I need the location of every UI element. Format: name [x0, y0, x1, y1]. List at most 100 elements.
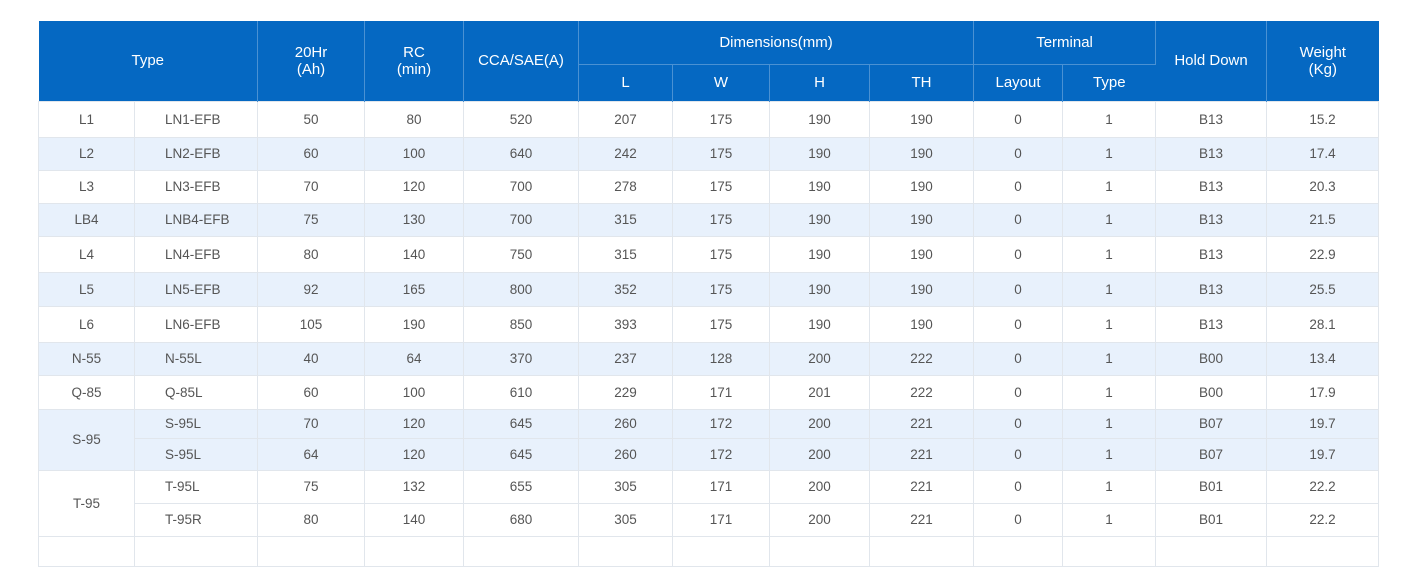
- cell-total-height: 190: [868, 305, 975, 343]
- cell-hold-down: B13: [1155, 271, 1268, 307]
- cell-model: T-95L: [134, 469, 258, 504]
- cell-total-height: 221: [868, 502, 975, 537]
- cell-length: 278: [578, 169, 673, 204]
- cell-height: 190: [769, 271, 870, 307]
- cell-width: 175: [672, 100, 770, 138]
- cell-hold-down: B00: [1155, 374, 1268, 410]
- cell-reserve-capacity: 100: [364, 374, 464, 410]
- cell-cca: 610: [463, 374, 579, 410]
- cell-width: 175: [672, 271, 770, 307]
- cell-cca: 370: [463, 341, 579, 376]
- cell-terminal-type: 1: [1062, 341, 1157, 376]
- cell-weight: 17.4: [1266, 136, 1380, 171]
- cell-terminal-type: 1: [1062, 100, 1157, 138]
- cell-terminal-type: 1: [1062, 136, 1157, 171]
- cell-total-height: 222: [868, 341, 975, 376]
- cell-width: 175: [672, 235, 770, 273]
- cell-length: 315: [578, 235, 673, 273]
- cell-group: T-95: [38, 469, 135, 537]
- cell-terminal-layout: 0: [973, 408, 1064, 439]
- cell-terminal-type: 1: [1062, 374, 1157, 410]
- table-row: N-55 N-55L 40 64 370 237 128 200 222 0 1 B00 13.4: [38, 341, 1380, 376]
- table-row: L4 LN4-EFB 80 140 750 315 175 190 190 0 1 B13 22.9: [38, 235, 1380, 273]
- cell-group: L3: [38, 169, 135, 204]
- cell-capacity: 50: [257, 100, 365, 138]
- cell-length: 305: [578, 469, 673, 504]
- cell-weight: 13.4: [1266, 341, 1380, 376]
- header-type: Type: [38, 21, 258, 101]
- cell-height: 190: [769, 169, 870, 204]
- cell-model: S-95L: [134, 437, 258, 471]
- cell-width: 172: [672, 437, 770, 471]
- cell-terminal-type: 1: [1062, 235, 1157, 273]
- cell-terminal-layout: 0: [973, 235, 1064, 273]
- cell-hold-down: B13: [1155, 305, 1268, 343]
- cell-capacity: 105: [257, 305, 365, 343]
- cell-empty: [463, 535, 579, 567]
- cell-height: 201: [769, 374, 870, 410]
- cell-model: LN1-EFB: [134, 100, 258, 138]
- cell-total-height: 190: [868, 202, 975, 237]
- cell-group: S-95: [38, 408, 135, 471]
- cell-terminal-layout: 0: [973, 305, 1064, 343]
- cell-width: 171: [672, 502, 770, 537]
- cell-total-height: 190: [868, 271, 975, 307]
- cell-height: 200: [769, 341, 870, 376]
- cell-reserve-capacity: 80: [364, 100, 464, 138]
- cell-model: LN4-EFB: [134, 235, 258, 273]
- cell-reserve-capacity: 132: [364, 469, 464, 504]
- cell-empty: [257, 535, 365, 567]
- cell-hold-down: B13: [1155, 100, 1268, 138]
- cell-terminal-type: 1: [1062, 408, 1157, 439]
- cell-hold-down: B01: [1155, 502, 1268, 537]
- header-dim-l: L: [578, 63, 673, 101]
- header-weight-line1: Weight: [1299, 43, 1346, 61]
- cell-cca: 645: [463, 408, 579, 439]
- cell-cca: 750: [463, 235, 579, 273]
- cell-width: 171: [672, 374, 770, 410]
- header-cca: CCA/SAE(A): [463, 21, 579, 101]
- header-terminal: Terminal: [973, 21, 1157, 64]
- header-reserve-capacity: RC (min): [364, 21, 464, 101]
- cell-length: 242: [578, 136, 673, 171]
- cell-cca: 520: [463, 100, 579, 138]
- cell-weight: 22.9: [1266, 235, 1380, 273]
- cell-capacity: 75: [257, 202, 365, 237]
- table-body: L1 LN1-EFB 50 80 520 207 175 190 190 0 1 B13 15.2 L2 L…: [38, 100, 1380, 567]
- cell-group: L2: [38, 136, 135, 171]
- cell-terminal-layout: 0: [973, 469, 1064, 504]
- cell-total-height: 221: [868, 408, 975, 439]
- cell-group: LB4: [38, 202, 135, 237]
- cell-weight: 19.7: [1266, 408, 1380, 439]
- cell-width: 175: [672, 202, 770, 237]
- cell-total-height: 190: [868, 100, 975, 138]
- table-row: L2 LN2-EFB 60 100 640 242 175 190 190 0 1 B13 17.4: [38, 136, 1380, 171]
- cell-group: L4: [38, 235, 135, 273]
- cell-terminal-type: 1: [1062, 502, 1157, 537]
- header-dim-h: H: [769, 63, 870, 101]
- cell-total-height: 190: [868, 235, 975, 273]
- cell-terminal-type: 1: [1062, 169, 1157, 204]
- header-capacity: 20Hr (Ah): [257, 21, 365, 101]
- cell-weight: 15.2: [1266, 100, 1380, 138]
- cell-capacity: 70: [257, 169, 365, 204]
- cell-weight: 25.5: [1266, 271, 1380, 307]
- cell-reserve-capacity: 120: [364, 169, 464, 204]
- cell-height: 190: [769, 100, 870, 138]
- cell-hold-down: B13: [1155, 202, 1268, 237]
- cell-capacity: 64: [257, 437, 365, 471]
- cell-cca: 800: [463, 271, 579, 307]
- cell-hold-down: B01: [1155, 469, 1268, 504]
- cell-model: LN6-EFB: [134, 305, 258, 343]
- cell-empty: [134, 535, 258, 567]
- cell-width: 175: [672, 169, 770, 204]
- cell-empty: [868, 535, 975, 567]
- cell-weight: 21.5: [1266, 202, 1380, 237]
- header-capacity-line1: 20Hr: [294, 43, 328, 61]
- cell-group: L5: [38, 271, 135, 307]
- cell-length: 393: [578, 305, 673, 343]
- cell-empty: [364, 535, 464, 567]
- cell-reserve-capacity: 130: [364, 202, 464, 237]
- cell-width: 175: [672, 305, 770, 343]
- cell-total-height: 221: [868, 469, 975, 504]
